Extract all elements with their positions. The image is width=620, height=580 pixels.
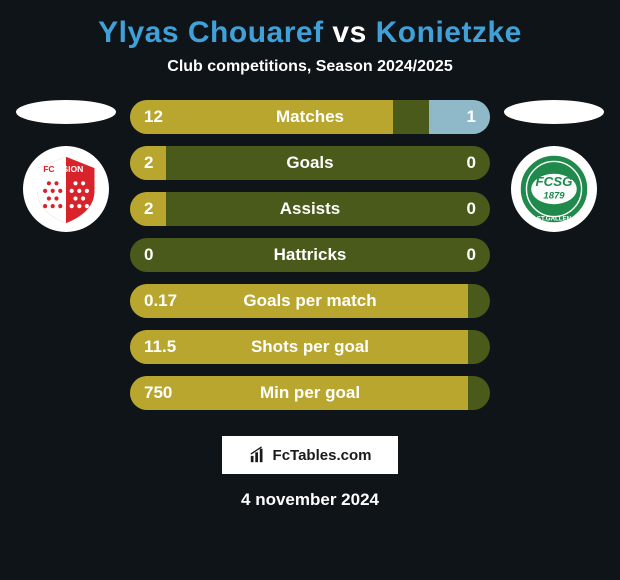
comparison-card: Ylyas Chouaref vs Konietzke Club competi… xyxy=(0,0,620,580)
stat-bar: 0 0 Hattricks xyxy=(130,238,490,272)
subtitle: Club competitions, Season 2024/2025 xyxy=(167,58,452,76)
bar-value-left: 0.17 xyxy=(144,291,177,311)
brand-text: FcTables.com xyxy=(273,447,372,464)
svg-text:ST.GALLEN: ST.GALLEN xyxy=(537,215,572,222)
bar-value-right: 1 xyxy=(467,107,476,127)
bar-value-left: 2 xyxy=(144,153,153,173)
bar-label: Matches xyxy=(276,107,344,127)
stat-bar: 2 0 Assists xyxy=(130,192,490,226)
bar-label: Min per goal xyxy=(260,383,360,403)
stat-bar: 12 1 Matches xyxy=(130,100,490,134)
brand-badge[interactable]: FcTables.com xyxy=(222,436,398,474)
bar-value-left: 2 xyxy=(144,199,153,219)
date-text: 4 november 2024 xyxy=(241,490,379,510)
right-flag xyxy=(504,100,604,124)
bar-value-right: 0 xyxy=(467,245,476,265)
bar-value-left: 12 xyxy=(144,107,163,127)
svg-text:FC: FC xyxy=(43,164,54,174)
page-title: Ylyas Chouaref vs Konietzke xyxy=(98,16,522,50)
svg-text:1879: 1879 xyxy=(543,191,565,202)
bar-value-right: 0 xyxy=(467,199,476,219)
right-club-badge: FCSG 1879 ST.GALLEN xyxy=(511,146,597,232)
left-side: FC SION FC xyxy=(16,100,116,232)
bar-value-left: 0 xyxy=(144,245,153,265)
left-flag xyxy=(16,100,116,124)
vs-text: vs xyxy=(332,16,366,49)
bar-label: Goals per match xyxy=(243,291,376,311)
stat-bar: 750 Min per goal xyxy=(130,376,490,410)
svg-text:FCSG: FCSG xyxy=(536,174,573,189)
player1-name: Ylyas Chouaref xyxy=(98,16,323,49)
chart-icon xyxy=(249,446,267,464)
bar-label: Hattricks xyxy=(274,245,347,265)
bar-value-left: 750 xyxy=(144,383,172,403)
player2-name: Konietzke xyxy=(376,16,522,49)
stat-bars: 12 1 Matches 2 0 Goals 2 0 Assists 0 0 Hattricks 0.1… xyxy=(130,100,490,410)
bar-label: Shots per goal xyxy=(251,337,369,357)
bar-value-right: 0 xyxy=(467,153,476,173)
fcsg-icon: FCSG 1879 ST.GALLEN xyxy=(516,151,592,227)
bar-label: Goals xyxy=(286,153,333,173)
bar-value-left: 11.5 xyxy=(144,337,176,357)
main-content: FC SION FC 121Ma xyxy=(0,100,620,410)
left-club-badge: FC SION FC xyxy=(23,146,109,232)
bar-label: Assists xyxy=(280,199,340,219)
fc-sion-icon: FC SION FC xyxy=(28,151,104,227)
stat-bar: 2 0 Goals xyxy=(130,146,490,180)
bar-fill-right xyxy=(429,100,490,134)
stat-bar: 11.5 Shots per goal xyxy=(130,330,490,364)
stat-bar: 0.17 Goals per match xyxy=(130,284,490,318)
bar-fill-left xyxy=(130,100,393,134)
right-side: FCSG 1879 ST.GALLEN xyxy=(504,100,604,232)
